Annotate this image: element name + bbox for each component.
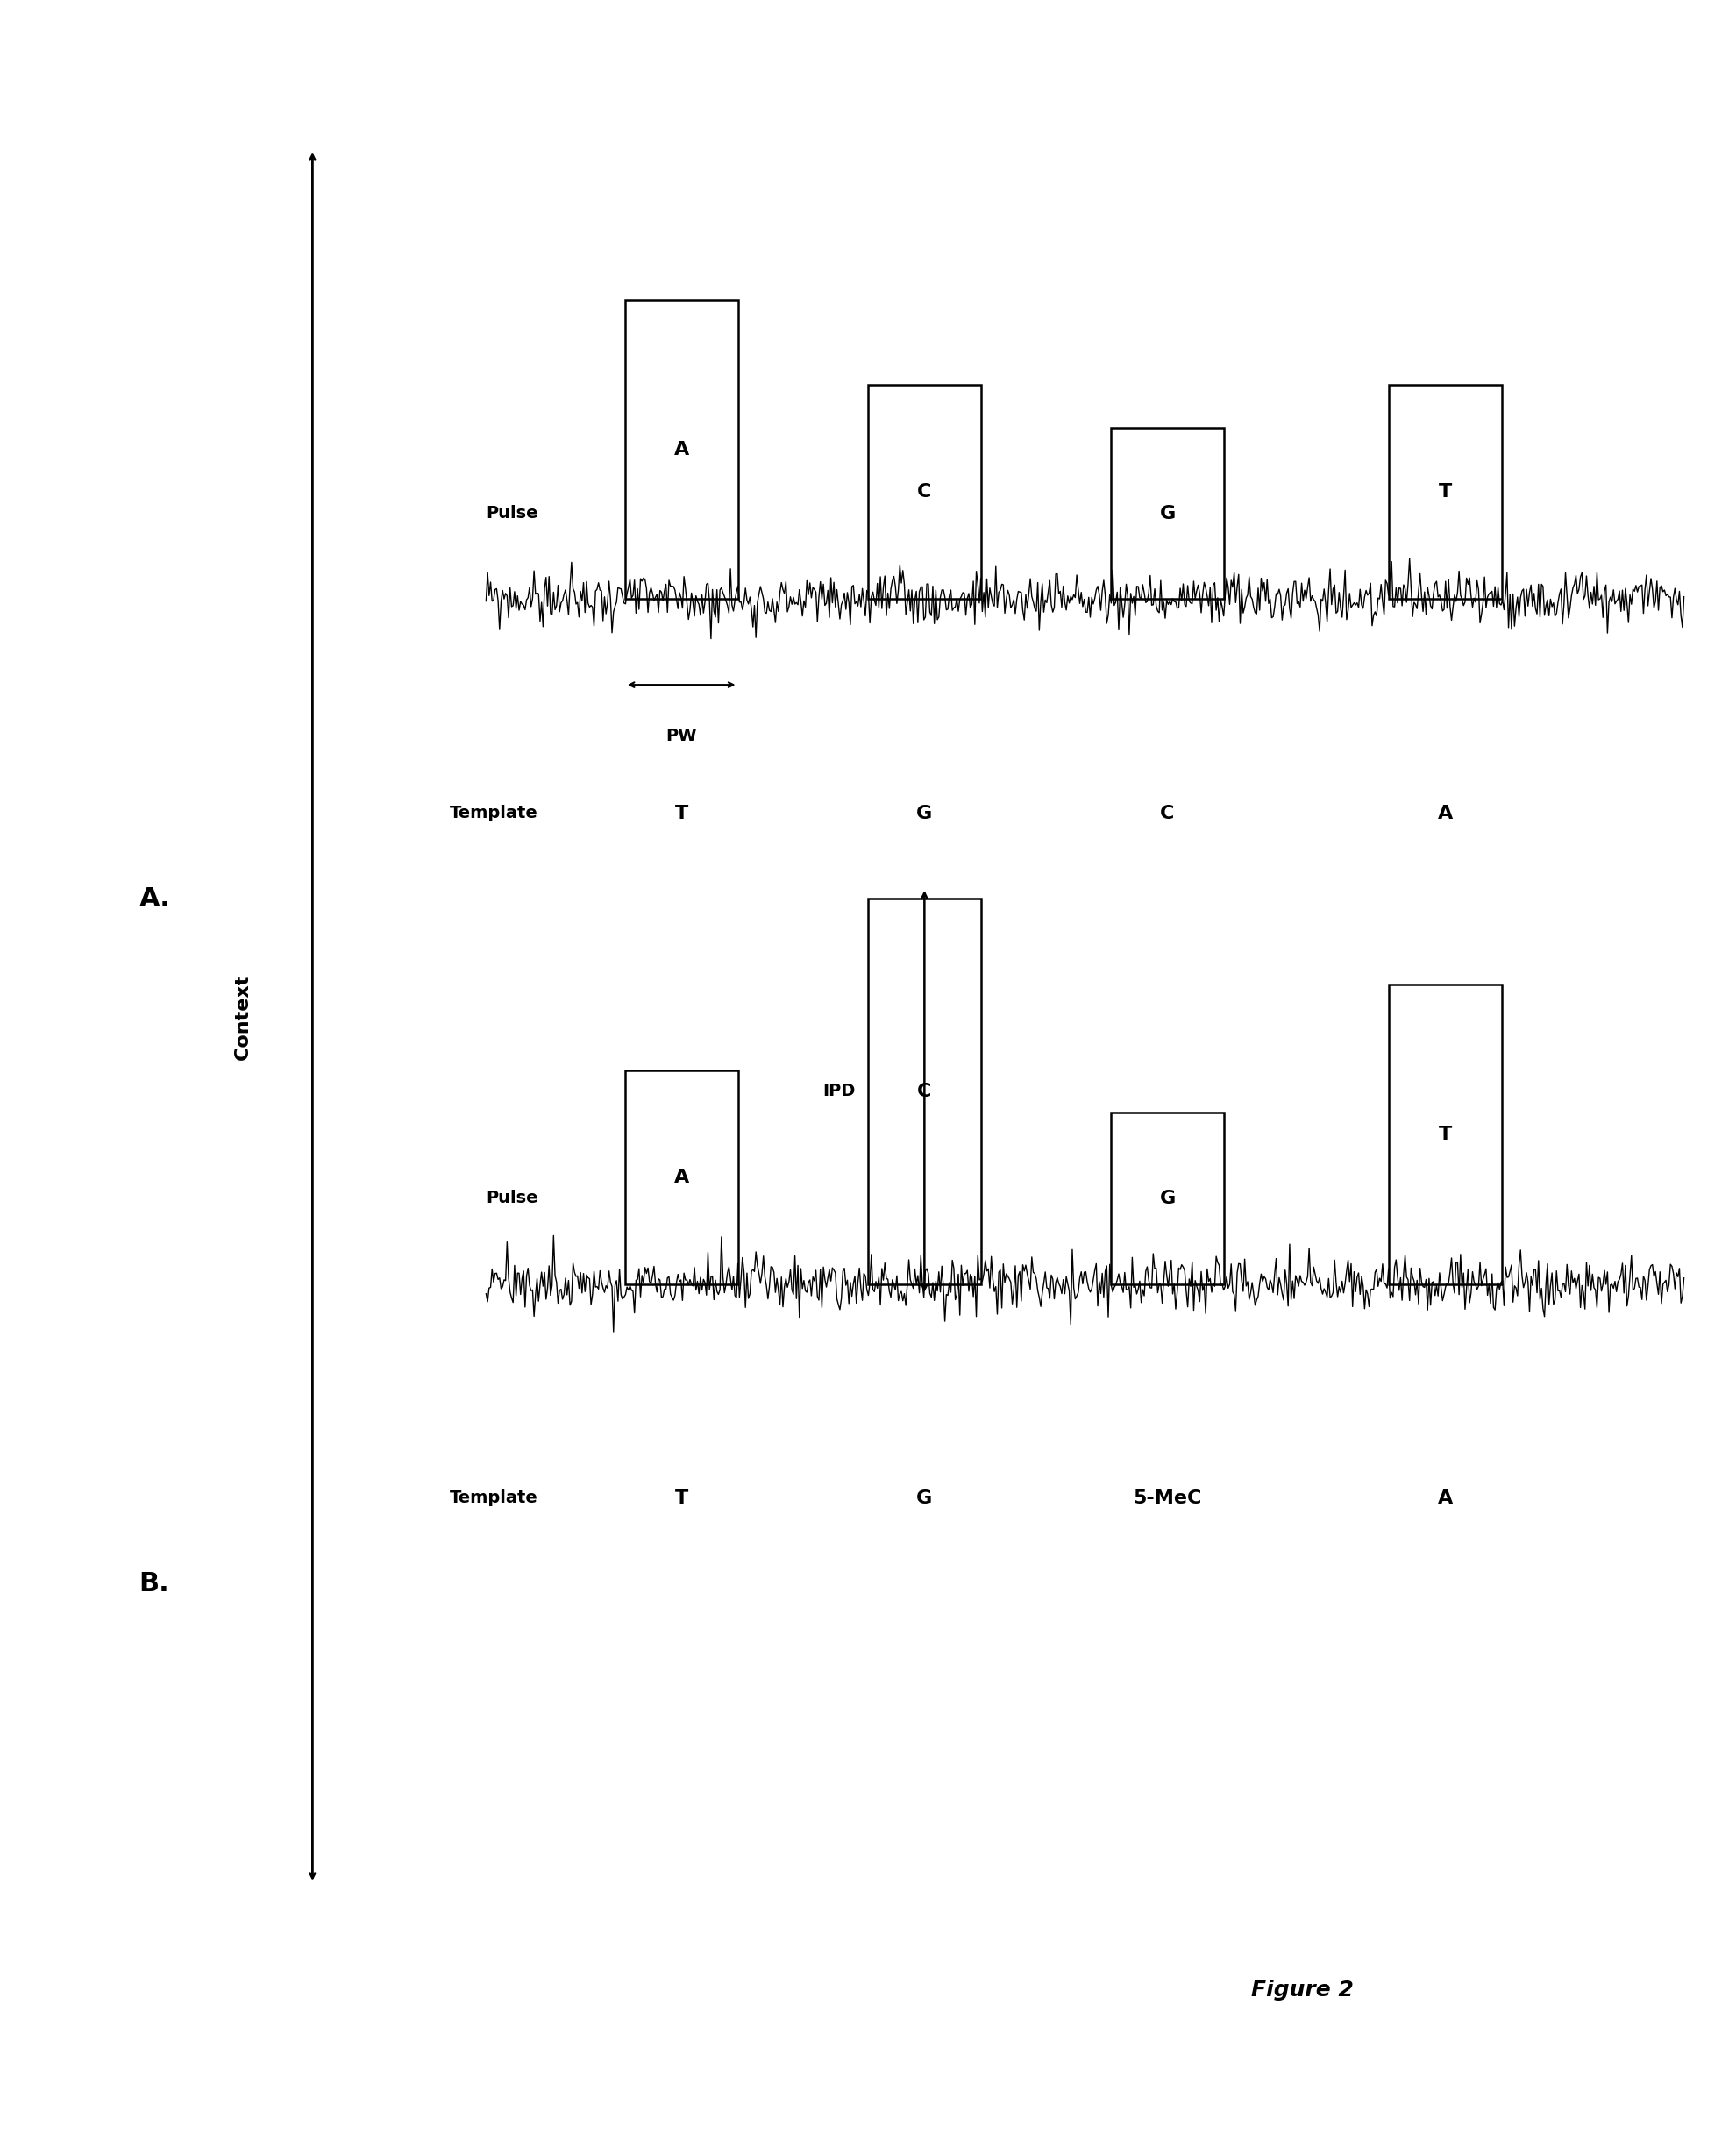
Text: G: G (917, 1489, 932, 1507)
Bar (1389, 385, 1502, 599)
Bar (625, 300, 738, 599)
Text: Template: Template (450, 805, 538, 822)
Text: C: C (917, 1083, 932, 1100)
Bar (625, 1070, 738, 1284)
Bar (868, 899, 981, 1284)
Text: A: A (1437, 805, 1453, 822)
Bar (1389, 984, 1502, 1284)
Text: Figure 2: Figure 2 (1250, 1980, 1354, 2001)
Text: PW: PW (667, 728, 696, 745)
Text: C: C (917, 484, 932, 501)
Text: Context: Context (234, 974, 252, 1059)
Text: C: C (1160, 805, 1175, 822)
Bar (1111, 428, 1224, 599)
Text: IPD: IPD (823, 1083, 854, 1100)
Bar (1111, 1113, 1224, 1284)
Text: A: A (674, 441, 689, 458)
Text: Pulse: Pulse (486, 1190, 538, 1207)
Text: A.: A. (139, 886, 170, 912)
Text: A: A (1437, 1489, 1453, 1507)
Text: A: A (674, 1168, 689, 1186)
Text: G: G (1160, 505, 1175, 522)
Text: B.: B. (139, 1571, 170, 1596)
Text: G: G (1160, 1190, 1175, 1207)
Text: T: T (1439, 484, 1451, 501)
Text: G: G (917, 805, 932, 822)
Text: 5-MeC: 5-MeC (1134, 1489, 1201, 1507)
Text: T: T (675, 805, 687, 822)
Text: T: T (1439, 1126, 1451, 1143)
Text: Pulse: Pulse (486, 505, 538, 522)
Bar (868, 385, 981, 599)
Text: T: T (675, 1489, 687, 1507)
Text: Template: Template (450, 1489, 538, 1507)
